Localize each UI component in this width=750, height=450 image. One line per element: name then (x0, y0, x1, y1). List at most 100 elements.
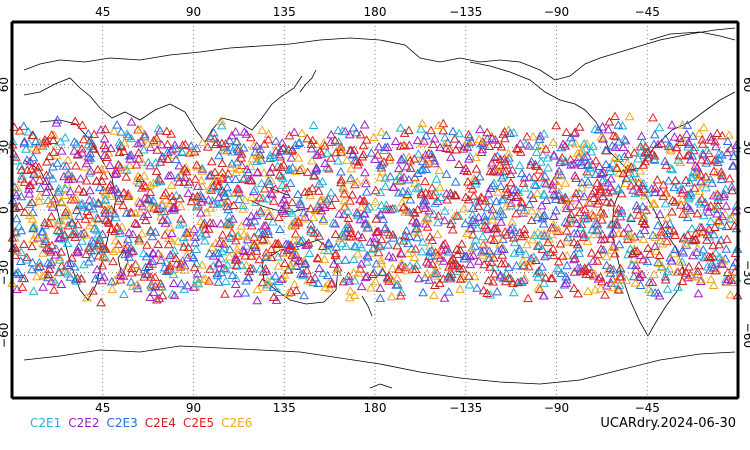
occultation-marker (646, 184, 657, 193)
occultation-marker (464, 279, 475, 289)
occultation-marker (570, 253, 580, 263)
occultation-marker (190, 174, 201, 183)
occultation-marker (338, 276, 349, 286)
occultation-marker (277, 180, 288, 189)
occultation-marker (542, 249, 553, 259)
occultation-marker (133, 138, 143, 148)
occultation-marker (528, 252, 539, 261)
occultation-marker (260, 220, 271, 230)
occultation-marker (522, 239, 532, 249)
occultation-marker (320, 195, 330, 205)
occultation-marker (34, 175, 45, 184)
occultation-marker (290, 247, 301, 257)
occultation-marker (377, 158, 388, 168)
occultation-marker (297, 270, 308, 280)
occultation-marker (334, 209, 345, 218)
occultation-marker (337, 238, 347, 248)
occultation-marker (296, 269, 306, 278)
occultation-marker (637, 181, 648, 190)
occultation-marker (710, 265, 721, 275)
occultation-marker (323, 245, 334, 255)
occultation-marker (263, 176, 274, 185)
occultation-marker (94, 270, 105, 280)
occultation-marker (14, 126, 25, 135)
bottom-lon-tick-label: −45 (635, 401, 660, 415)
occultation-marker (618, 142, 629, 152)
occultation-marker (216, 116, 226, 125)
occultation-marker (410, 244, 421, 253)
occultation-marker (361, 219, 372, 228)
occultation-marker (224, 219, 235, 228)
axis-ticks: 45459090135135180180−135−135−90−90−45−45… (0, 5, 750, 415)
occultation-marker (726, 181, 737, 191)
occultation-marker (333, 255, 344, 264)
occultation-marker (217, 158, 228, 167)
occultation-marker (519, 224, 530, 234)
occultation-marker (677, 266, 687, 275)
occultation-marker (366, 148, 377, 157)
occultation-marker (150, 158, 161, 167)
occultation-marker (637, 201, 648, 211)
occultation-marker (46, 198, 56, 207)
occultation-marker (711, 141, 721, 151)
occultation-marker (580, 214, 591, 223)
occultation-marker (27, 214, 38, 223)
occultation-marker (455, 263, 465, 272)
occultation-marker (438, 125, 449, 135)
occultation-marker (371, 258, 382, 268)
occultation-marker (441, 169, 452, 178)
occultation-marker (459, 253, 470, 263)
occultation-marker (252, 284, 263, 294)
occultation-marker (27, 241, 37, 251)
occultation-marker (173, 172, 183, 182)
occultation-marker (208, 127, 219, 137)
occultation-marker (112, 120, 122, 129)
occultation-marker (427, 182, 438, 192)
occultation-marker (330, 229, 341, 239)
occultation-marker (632, 246, 643, 255)
occultation-marker (40, 234, 51, 244)
occultation-marker (243, 272, 254, 282)
occultation-marker (669, 182, 680, 192)
occultation-marker (105, 191, 116, 200)
occultation-marker (548, 189, 559, 199)
occultation-marker (531, 147, 542, 156)
occultation-marker (590, 155, 601, 165)
occultation-marker (31, 145, 42, 154)
occultation-marker (48, 275, 58, 284)
occultation-marker (337, 229, 348, 239)
occultation-marker (257, 193, 268, 203)
occultation-marker (96, 297, 106, 307)
occultation-marker (40, 236, 51, 245)
occultation-marker (205, 203, 216, 212)
occultation-marker (166, 228, 177, 238)
occultation-marker (224, 231, 235, 241)
occultation-marker (583, 196, 594, 206)
occultation-marker (435, 182, 445, 192)
occultation-marker (370, 185, 381, 195)
occultation-marker (395, 123, 406, 132)
occultation-marker (649, 151, 660, 160)
occultation-marker (535, 267, 546, 277)
occultation-marker (249, 232, 259, 241)
occultation-marker (533, 282, 544, 292)
occultation-marker (718, 191, 729, 201)
left-lat-tick-label: 0 (0, 206, 11, 214)
occultation-marker (160, 218, 171, 227)
occultation-marker (416, 189, 427, 199)
occultation-marker (84, 210, 95, 219)
occultation-marker (348, 267, 359, 277)
occultation-marker (167, 289, 178, 298)
occultation-marker (54, 252, 65, 262)
occultation-marker (558, 139, 569, 148)
occultation-marker (626, 162, 637, 171)
occultation-marker (403, 238, 413, 248)
occultation-marker (280, 200, 291, 209)
occultation-marker (52, 158, 63, 167)
occultation-marker (273, 287, 283, 296)
occultation-marker (195, 216, 206, 226)
occultation-marker (489, 165, 500, 175)
occultation-marker (343, 213, 354, 222)
occultation-marker (526, 253, 537, 263)
occultation-marker (197, 137, 208, 147)
